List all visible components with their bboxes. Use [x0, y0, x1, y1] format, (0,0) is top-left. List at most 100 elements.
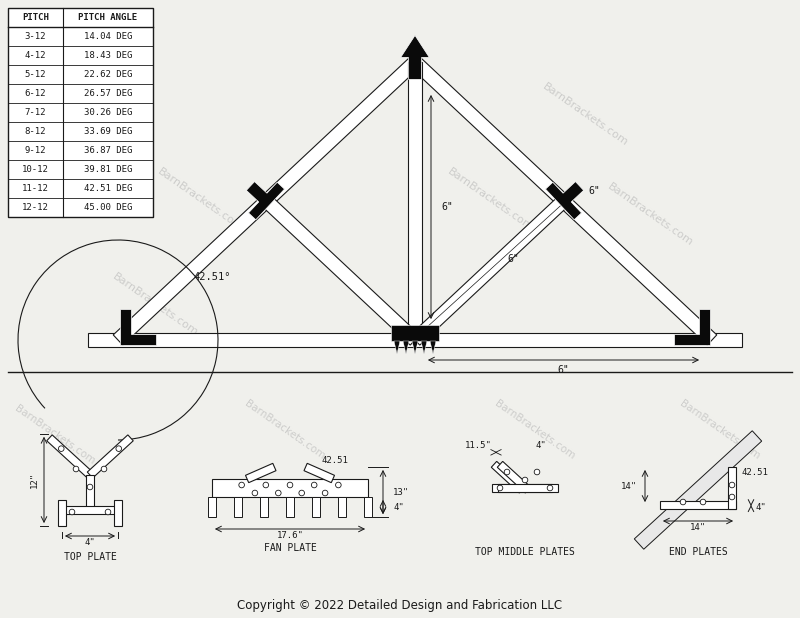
Polygon shape — [498, 462, 530, 493]
Polygon shape — [46, 435, 93, 478]
Text: 4": 4" — [393, 502, 404, 512]
Circle shape — [730, 494, 734, 500]
Polygon shape — [410, 196, 568, 345]
Polygon shape — [634, 431, 762, 549]
Text: 13": 13" — [393, 488, 409, 496]
Text: BarnBrackets.com: BarnBrackets.com — [678, 399, 762, 462]
Circle shape — [252, 490, 258, 496]
Circle shape — [335, 482, 341, 488]
Text: 12-12: 12-12 — [22, 203, 49, 212]
Text: BarnBrackets.com: BarnBrackets.com — [243, 399, 327, 462]
Circle shape — [101, 466, 107, 472]
Polygon shape — [674, 309, 710, 345]
Polygon shape — [62, 506, 118, 514]
Text: 8-12: 8-12 — [25, 127, 46, 136]
Circle shape — [504, 469, 510, 475]
Polygon shape — [114, 57, 420, 345]
Text: BarnBrackets.com: BarnBrackets.com — [13, 404, 97, 467]
Text: 42.51: 42.51 — [741, 468, 768, 477]
Text: 7-12: 7-12 — [25, 108, 46, 117]
Text: 14": 14" — [690, 523, 706, 532]
Circle shape — [116, 446, 122, 451]
Polygon shape — [260, 497, 268, 517]
Circle shape — [522, 477, 528, 483]
Polygon shape — [391, 325, 439, 341]
Polygon shape — [660, 501, 736, 509]
Text: 14.04 DEG: 14.04 DEG — [84, 32, 132, 41]
Text: TOP PLATE: TOP PLATE — [63, 552, 117, 562]
Text: 3-12: 3-12 — [25, 32, 46, 41]
Polygon shape — [246, 464, 276, 483]
Polygon shape — [364, 497, 372, 517]
Polygon shape — [120, 309, 156, 345]
Text: 26.57 DEG: 26.57 DEG — [84, 89, 132, 98]
Text: 9-12: 9-12 — [25, 146, 46, 155]
Text: BarnBrackets.com: BarnBrackets.com — [493, 399, 577, 462]
Polygon shape — [492, 484, 552, 492]
Polygon shape — [87, 435, 134, 478]
Circle shape — [534, 469, 540, 475]
Text: 5-12: 5-12 — [25, 70, 46, 79]
Polygon shape — [88, 333, 742, 347]
Text: 39.81 DEG: 39.81 DEG — [84, 165, 132, 174]
Text: PITCH: PITCH — [22, 13, 49, 22]
Polygon shape — [208, 497, 216, 517]
Text: 10-12: 10-12 — [22, 165, 49, 174]
Text: 12": 12" — [30, 472, 38, 488]
Polygon shape — [412, 341, 418, 354]
Polygon shape — [408, 62, 422, 340]
Polygon shape — [421, 341, 427, 354]
Text: TOP MIDDLE PLATES: TOP MIDDLE PLATES — [475, 547, 575, 557]
Circle shape — [498, 485, 503, 491]
Text: PITCH ANGLE: PITCH ANGLE — [78, 13, 138, 22]
Text: 22.62 DEG: 22.62 DEG — [84, 70, 132, 79]
Text: Copyright © 2022 Detailed Design and Fabrication LLC: Copyright © 2022 Detailed Design and Fab… — [238, 599, 562, 612]
Polygon shape — [546, 182, 584, 220]
Circle shape — [730, 482, 734, 488]
Circle shape — [680, 499, 686, 505]
Circle shape — [263, 482, 269, 488]
Polygon shape — [234, 497, 242, 517]
Text: 45.00 DEG: 45.00 DEG — [84, 203, 132, 212]
Circle shape — [239, 482, 245, 488]
Polygon shape — [491, 462, 525, 493]
Polygon shape — [430, 341, 436, 354]
Text: END PLATES: END PLATES — [669, 547, 727, 557]
Text: BarnBrackets.com: BarnBrackets.com — [606, 182, 694, 248]
Circle shape — [700, 499, 706, 505]
Text: 6": 6" — [441, 202, 453, 212]
Text: 33.69 DEG: 33.69 DEG — [84, 127, 132, 136]
Text: 42.51 DEG: 42.51 DEG — [84, 184, 132, 193]
Circle shape — [70, 509, 75, 515]
Text: 4": 4" — [535, 441, 546, 451]
Polygon shape — [410, 57, 717, 345]
Polygon shape — [728, 467, 736, 509]
Text: 30.26 DEG: 30.26 DEG — [84, 108, 132, 117]
Text: 42.51°: 42.51° — [193, 272, 230, 282]
Text: BarnBrackets.com: BarnBrackets.com — [155, 167, 245, 233]
Circle shape — [74, 466, 79, 472]
Polygon shape — [394, 341, 400, 354]
Text: 18.43 DEG: 18.43 DEG — [84, 51, 132, 60]
Polygon shape — [212, 479, 368, 497]
Polygon shape — [246, 182, 285, 220]
Circle shape — [287, 482, 293, 488]
Text: 17.6": 17.6" — [277, 531, 303, 540]
Text: 4-12: 4-12 — [25, 51, 46, 60]
Polygon shape — [58, 500, 66, 526]
Polygon shape — [304, 464, 334, 483]
Polygon shape — [286, 497, 294, 517]
Polygon shape — [262, 196, 420, 345]
Polygon shape — [338, 497, 346, 517]
Text: 42.51: 42.51 — [321, 456, 348, 465]
FancyBboxPatch shape — [8, 8, 153, 217]
Text: 36.87 DEG: 36.87 DEG — [84, 146, 132, 155]
Circle shape — [87, 484, 93, 490]
Text: 11-12: 11-12 — [22, 184, 49, 193]
Polygon shape — [401, 35, 430, 79]
Circle shape — [299, 490, 305, 496]
Polygon shape — [114, 500, 122, 526]
Text: 6-12: 6-12 — [25, 89, 46, 98]
Text: 6": 6" — [589, 186, 600, 196]
Circle shape — [311, 482, 317, 488]
